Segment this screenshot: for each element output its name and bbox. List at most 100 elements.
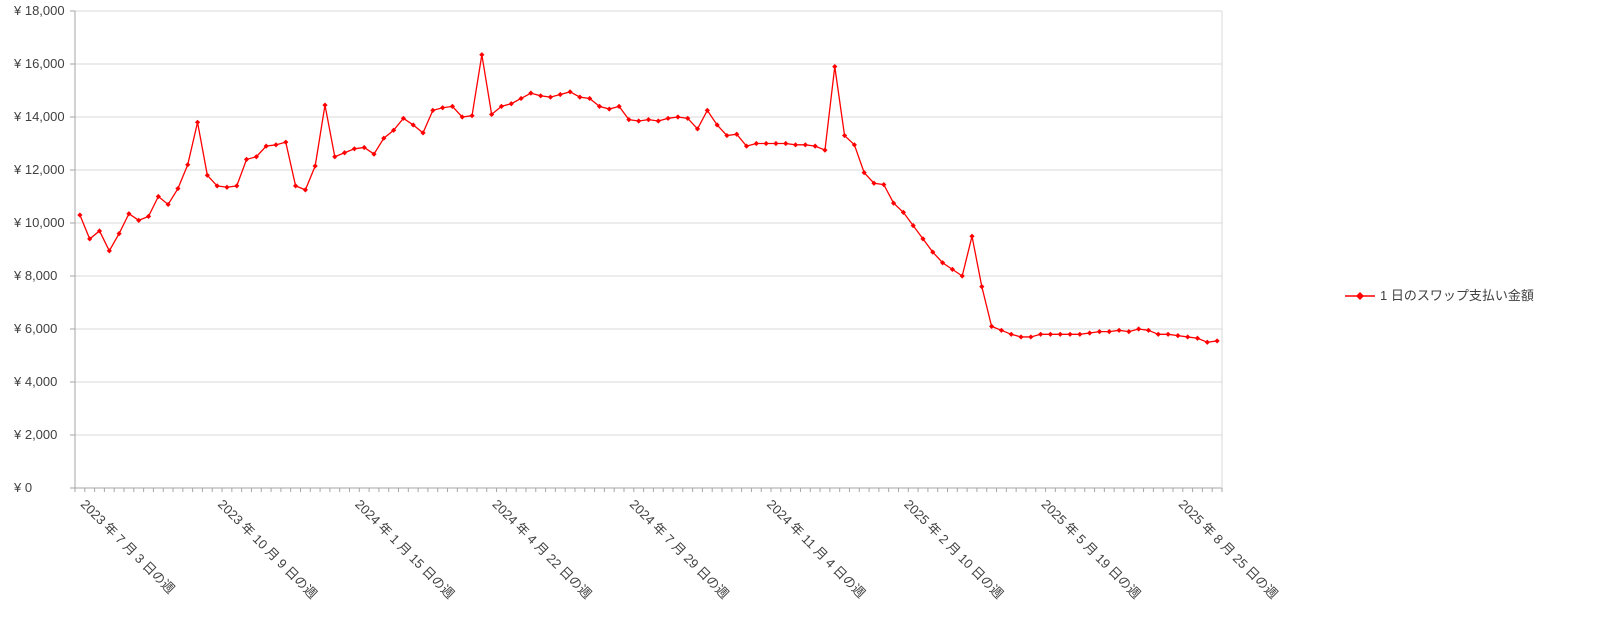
data-point-marker xyxy=(185,162,191,168)
data-point-marker xyxy=(636,118,642,124)
data-point-marker xyxy=(391,127,397,133)
data-point-marker xyxy=(861,170,867,176)
data-point-marker xyxy=(224,184,230,190)
data-point-marker xyxy=(234,183,240,189)
x-tick-label: 2024 年 7 月 29 日の週 xyxy=(627,497,732,602)
data-point-marker xyxy=(626,117,632,123)
y-tick-label: ¥ 16,000 xyxy=(13,56,65,71)
data-point-marker xyxy=(675,114,681,120)
data-point-marker xyxy=(1038,331,1044,337)
data-point-marker xyxy=(430,107,436,113)
x-tick-label: 2025 年 5 月 19 日の週 xyxy=(1039,497,1144,602)
data-point-marker xyxy=(587,95,593,102)
data-point-marker xyxy=(881,181,887,188)
data-point-marker xyxy=(351,146,357,152)
legend-line-diamond-icon xyxy=(1345,291,1375,300)
data-point-marker xyxy=(822,147,828,153)
data-point-marker xyxy=(283,139,289,145)
data-point-marker xyxy=(655,118,661,124)
data-point-marker xyxy=(498,103,505,109)
data-point-marker xyxy=(1204,339,1210,345)
data-point-marker xyxy=(606,106,612,112)
data-point-marker xyxy=(459,114,465,120)
x-tick-label: 2024 年 11 月 4 日の週 xyxy=(764,497,868,601)
data-point-marker xyxy=(577,94,583,100)
legend-series-label: 1 日のスワップ支払い金額 xyxy=(1380,288,1534,303)
data-point-marker xyxy=(1194,335,1201,341)
x-tick-label: 2023 年 7 月 3 日の週 xyxy=(78,497,178,597)
data-point-marker xyxy=(1145,327,1152,333)
y-tick-label: ¥ 10,000 xyxy=(13,215,65,230)
data-point-marker xyxy=(214,183,220,189)
data-point-marker xyxy=(312,163,318,169)
data-point-marker xyxy=(204,172,210,178)
data-point-marker xyxy=(998,327,1005,333)
data-point-marker xyxy=(812,143,818,149)
data-point-marker xyxy=(890,200,897,206)
data-point-marker xyxy=(1155,331,1161,337)
data-point-marker xyxy=(949,266,956,272)
data-point-marker xyxy=(332,154,338,160)
data-point-marker xyxy=(469,113,475,119)
y-tick-label: ¥ 4,000 xyxy=(13,374,57,389)
data-point-marker xyxy=(253,154,259,160)
data-point-marker xyxy=(96,228,103,234)
data-point-marker xyxy=(371,151,377,157)
data-point-marker xyxy=(979,284,985,290)
data-point-marker xyxy=(596,103,603,109)
data-point-marker xyxy=(567,89,573,95)
data-point-marker xyxy=(704,107,710,113)
data-point-marker xyxy=(1018,334,1024,340)
data-point-marker xyxy=(381,135,387,141)
data-point-marker xyxy=(440,105,446,111)
data-point-marker xyxy=(1096,329,1103,335)
data-point-marker xyxy=(361,144,367,151)
data-point-marker xyxy=(175,185,181,192)
x-tick-label: 2024 年 4 月 22 日の週 xyxy=(490,497,595,602)
y-tick-label: ¥ 12,000 xyxy=(13,162,65,177)
data-point-marker xyxy=(783,140,789,147)
data-point-marker xyxy=(989,323,995,329)
data-point-marker xyxy=(773,140,779,147)
data-point-marker xyxy=(1008,331,1014,337)
data-point-marker xyxy=(420,130,426,136)
legend[interactable]: 1 日のスワップ支払い金額 xyxy=(1345,289,1534,302)
data-point-marker xyxy=(77,212,83,218)
data-point-marker xyxy=(243,156,250,162)
series-line xyxy=(79,54,1218,343)
y-tick-label: ¥ 14,000 xyxy=(13,109,65,124)
data-point-marker xyxy=(910,223,916,229)
y-tick-label: ¥ 8,000 xyxy=(13,268,57,283)
data-point-marker xyxy=(116,231,122,237)
data-point-marker xyxy=(871,180,877,186)
data-point-marker xyxy=(1214,338,1220,344)
data-point-marker xyxy=(724,132,730,139)
data-point-marker xyxy=(851,142,857,148)
x-tick-label: 2025 年 8 月 25 日の週 xyxy=(1176,497,1281,602)
data-point-marker xyxy=(410,122,416,128)
data-point-marker xyxy=(1175,333,1181,339)
data-point-marker xyxy=(694,126,701,132)
data-point-marker xyxy=(341,150,348,156)
data-point-marker xyxy=(832,64,838,70)
data-point-marker xyxy=(930,249,936,255)
data-point-marker xyxy=(920,236,926,242)
data-point-marker xyxy=(538,93,544,99)
y-tick-label: ¥ 6,000 xyxy=(13,321,57,336)
data-point-marker xyxy=(645,117,652,123)
data-point-marker xyxy=(528,90,534,96)
data-point-marker xyxy=(940,260,946,266)
data-point-marker xyxy=(547,94,554,100)
data-point-marker xyxy=(753,140,759,147)
data-point-marker xyxy=(302,187,308,193)
data-point-marker xyxy=(959,273,965,279)
data-point-marker xyxy=(1077,331,1083,337)
y-tick-label: ¥ 18,000 xyxy=(13,3,65,18)
x-tick-label: 2023 年 10 月 9 日の週 xyxy=(215,497,320,602)
data-point-marker xyxy=(508,101,514,107)
data-point-marker xyxy=(802,142,808,148)
data-point-marker xyxy=(734,131,740,137)
data-point-marker xyxy=(685,115,691,121)
data-point-marker xyxy=(87,236,93,242)
